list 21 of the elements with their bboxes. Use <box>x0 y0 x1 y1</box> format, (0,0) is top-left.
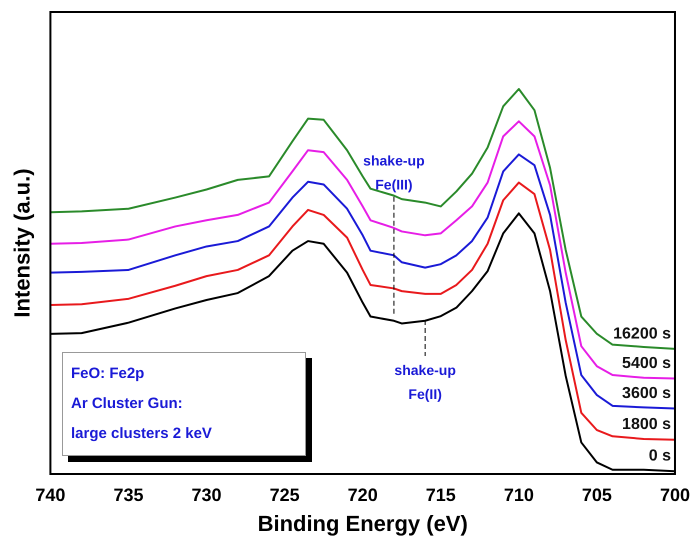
annotation: Ar Cluster Gun: <box>71 394 184 414</box>
x-tick-label: 735 <box>113 484 144 505</box>
x-tick-label: 705 <box>582 484 612 505</box>
annotation: shake-up Fe(II) <box>394 362 456 402</box>
series-label: 16200 s <box>613 325 672 342</box>
series-label: 1800 s <box>622 416 672 434</box>
x-tick-label: 740 <box>35 484 66 505</box>
series-label: 3600 s <box>622 384 672 402</box>
x-tick-label: 710 <box>504 484 534 505</box>
x-axis-title: Binding Energy (eV) <box>258 510 468 536</box>
annotation: large clusters 2 keV <box>71 424 213 444</box>
x-tick-label: 725 <box>270 484 300 505</box>
annotation: shake-up Fe(III) <box>363 152 425 193</box>
annotation: FeO: Fe2p <box>71 364 146 384</box>
x-tick-label: 700 <box>660 484 690 505</box>
series-label: 5400 s <box>622 354 672 372</box>
x-tick-label: 720 <box>348 484 378 505</box>
x-tick-label: 730 <box>192 484 222 505</box>
y-axis-title: Intensity (a.u.) <box>9 168 34 318</box>
series-label: 0 s <box>648 448 672 465</box>
x-tick-label: 715 <box>426 484 456 505</box>
